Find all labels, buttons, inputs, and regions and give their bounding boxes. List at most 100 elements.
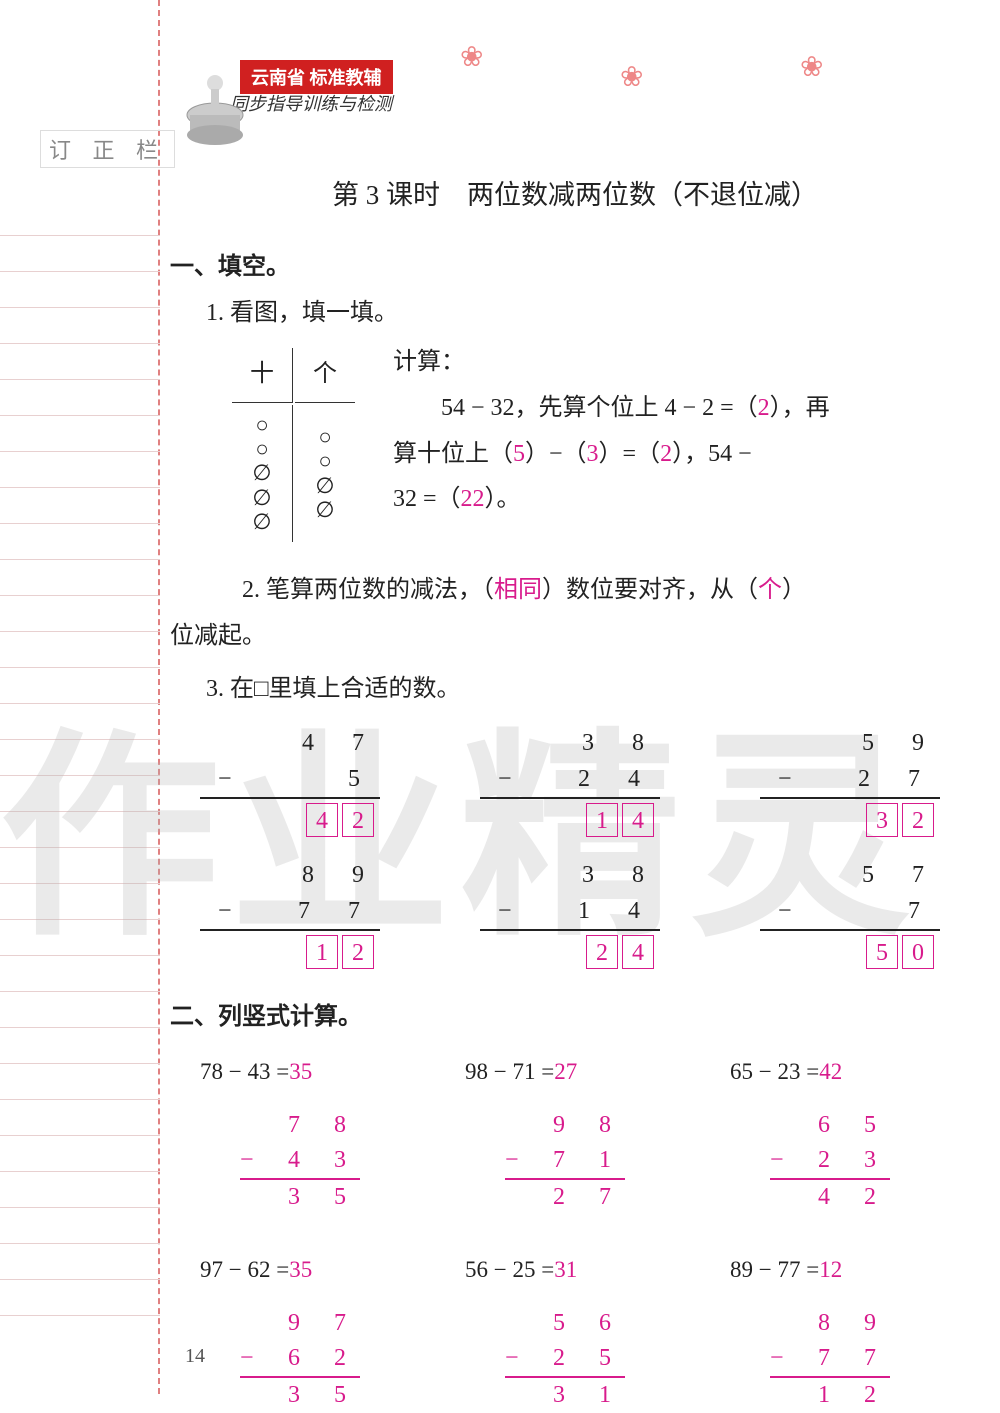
work-a: 6 5	[770, 1108, 890, 1143]
calc-label: 计算：	[393, 340, 953, 386]
minus-sign: −	[218, 893, 232, 929]
vertical-work: 5 6 −2 5 3 1	[505, 1306, 625, 1412]
q3-row-1: 4 7 −5 42 3 8 −2 4 14 5 9 −2 7 32	[170, 725, 980, 839]
q2-text-4: 位减起。	[170, 614, 980, 660]
page-number: 14	[185, 1345, 205, 1368]
work-result: 2 7	[505, 1180, 625, 1215]
minus-sign: −	[498, 761, 512, 797]
content-area: 第 3 课时 两位数减两位数（不退位减） 一、填空。 1. 看图，填一填。 十 …	[170, 170, 980, 1413]
q1-text-3a: 32 =（	[393, 486, 461, 512]
q3-row-2: 8 9 −7 7 12 3 8 −1 4 24 5 7 −7 50	[170, 857, 980, 971]
q2-ans-1: 相同	[494, 577, 542, 603]
sec2-item: 65 − 23 =42 6 5 −2 3 4 2	[730, 1050, 940, 1214]
equation-answer: 35	[289, 1257, 312, 1282]
q1-ans-3: 3	[587, 441, 599, 467]
margin-lines	[0, 200, 160, 1316]
answer-box: 2	[342, 935, 374, 969]
leaf-icon: ❀	[460, 40, 483, 74]
q1-text-1a: 54 − 32，先算个位上 4 − 2 =（	[441, 395, 758, 421]
header-strip: 云南省 标准教辅 同步指导训练与检测 ❀ ❀ ❀	[180, 60, 980, 140]
q2-text-2: ）数位要对齐，从（	[542, 577, 758, 603]
vertical-calc: 5 7 −7 50	[760, 857, 940, 971]
equation-answer: 35	[289, 1059, 312, 1084]
vcalc-sub: 2 4	[578, 766, 656, 792]
vcalc-sub: 7	[908, 898, 936, 924]
work-b: 7 1	[553, 1147, 625, 1173]
q1-text-2d: ），54 −	[672, 441, 752, 467]
q1-text-3b: ）。	[485, 486, 521, 512]
minus-sign: −	[770, 1341, 784, 1376]
sec2-item: 89 − 77 =12 8 9 −7 7 1 2	[730, 1248, 940, 1412]
q1-label: 1. 看图，填一填。	[206, 291, 980, 337]
work-result: 3 5	[240, 1180, 360, 1215]
answer-box: 2	[902, 803, 934, 837]
work-result: 4 2	[770, 1180, 890, 1215]
answer-box: 3	[866, 803, 898, 837]
equation: 78 − 43 =	[200, 1059, 289, 1084]
section-2-heading: 二、列竖式计算。	[170, 995, 980, 1041]
work-b: 7 7	[818, 1345, 890, 1371]
minus-sign: −	[778, 893, 792, 929]
vertical-work: 9 7 −6 2 3 5	[240, 1306, 360, 1412]
vcalc-top: 4 7	[200, 725, 380, 761]
q2-text-3: ）	[782, 577, 806, 603]
brand-badge: 云南省 标准教辅	[240, 60, 393, 94]
leaf-icon: ❀	[620, 60, 643, 94]
answer-box: 1	[306, 935, 338, 969]
vcalc-sub: 7 7	[298, 898, 376, 924]
equation-answer: 42	[819, 1059, 842, 1084]
minus-sign: −	[240, 1341, 254, 1376]
vertical-work: 6 5 −2 3 4 2	[770, 1108, 890, 1214]
q1-calc-text: 计算： 54 − 32，先算个位上 4 − 2 =（2），再 算十位上（5）−（…	[393, 340, 953, 522]
work-result: 3 5	[240, 1378, 360, 1413]
vcalc-top: 8 9	[200, 857, 380, 893]
work-b: 4 3	[288, 1147, 360, 1173]
answer-box: 4	[622, 935, 654, 969]
work-b: 6 2	[288, 1345, 360, 1371]
vcalc-top: 5 9	[760, 725, 940, 761]
work-a: 8 9	[770, 1306, 890, 1341]
vcalc-sub: 2 7	[858, 766, 936, 792]
lesson-title: 第 3 课时 两位数减两位数（不退位减）	[170, 170, 980, 221]
sec2-row-2: 97 − 62 =35 9 7 −6 2 3 5 56 − 25 =31 5 6…	[170, 1248, 980, 1412]
vertical-work: 9 8 − 7 1 2 7	[505, 1108, 625, 1214]
q2-ans-2: 个	[758, 577, 782, 603]
sec2-item: 97 − 62 =35 9 7 −6 2 3 5	[200, 1248, 410, 1412]
vcalc-sub: 5	[348, 766, 376, 792]
q1-text-2a: 算十位上（	[393, 441, 513, 467]
equation-answer: 31	[554, 1257, 577, 1282]
minus-sign: −	[505, 1143, 519, 1178]
q1-block: 十 个 ○ ○ ∅ ∅ ∅ ○ ○ ∅ ∅ 计算： 54 − 32，先算个位上 …	[170, 336, 980, 544]
section-1-heading: 一、填空。	[170, 245, 980, 291]
sec2-item: 56 − 25 =31 5 6 −2 5 3 1	[465, 1248, 675, 1412]
work-b: 2 5	[553, 1345, 625, 1371]
equation: 97 − 62 =	[200, 1257, 289, 1282]
q2-block: 2. 笔算两位数的减法，（相同）数位要对齐，从（个） 位减起。	[170, 568, 980, 659]
equation: 56 − 25 =	[465, 1257, 554, 1282]
minus-sign: −	[240, 1143, 254, 1178]
q2-text-1: 2. 笔算两位数的减法，（	[242, 577, 494, 603]
correction-column-label: 订 正 栏	[40, 130, 175, 168]
answer-box: 1	[586, 803, 618, 837]
vertical-calc: 4 7 −5 42	[200, 725, 380, 839]
ones-header: 个	[295, 348, 355, 403]
minus-sign: −	[778, 761, 792, 797]
vertical-calc: 3 8 −1 4 24	[480, 857, 660, 971]
sec2-item: 78 − 43 =35 7 8 −4 3 3 5	[200, 1050, 410, 1214]
q3-label: 3. 在□里填上合适的数。	[206, 667, 980, 713]
answer-box: 4	[306, 803, 338, 837]
work-a: 9 8	[505, 1108, 625, 1143]
vcalc-top: 3 8	[480, 857, 660, 893]
answer-box: 2	[586, 935, 618, 969]
answer-box: 2	[342, 803, 374, 837]
minus-sign: −	[505, 1341, 519, 1376]
sec2-row-1: 78 − 43 =35 7 8 −4 3 3 5 98 − 71 =27 9 8…	[170, 1050, 980, 1214]
margin-ruler	[0, 0, 160, 1394]
q1-ans-5: 22	[461, 486, 485, 512]
leaf-icon: ❀	[800, 50, 823, 84]
answer-box: 4	[622, 803, 654, 837]
q1-text-2c: ）=（	[599, 441, 661, 467]
q1-ans-4: 2	[660, 441, 672, 467]
q1-text-1b: ），再	[770, 395, 830, 421]
vcalc-top: 5 7	[760, 857, 940, 893]
